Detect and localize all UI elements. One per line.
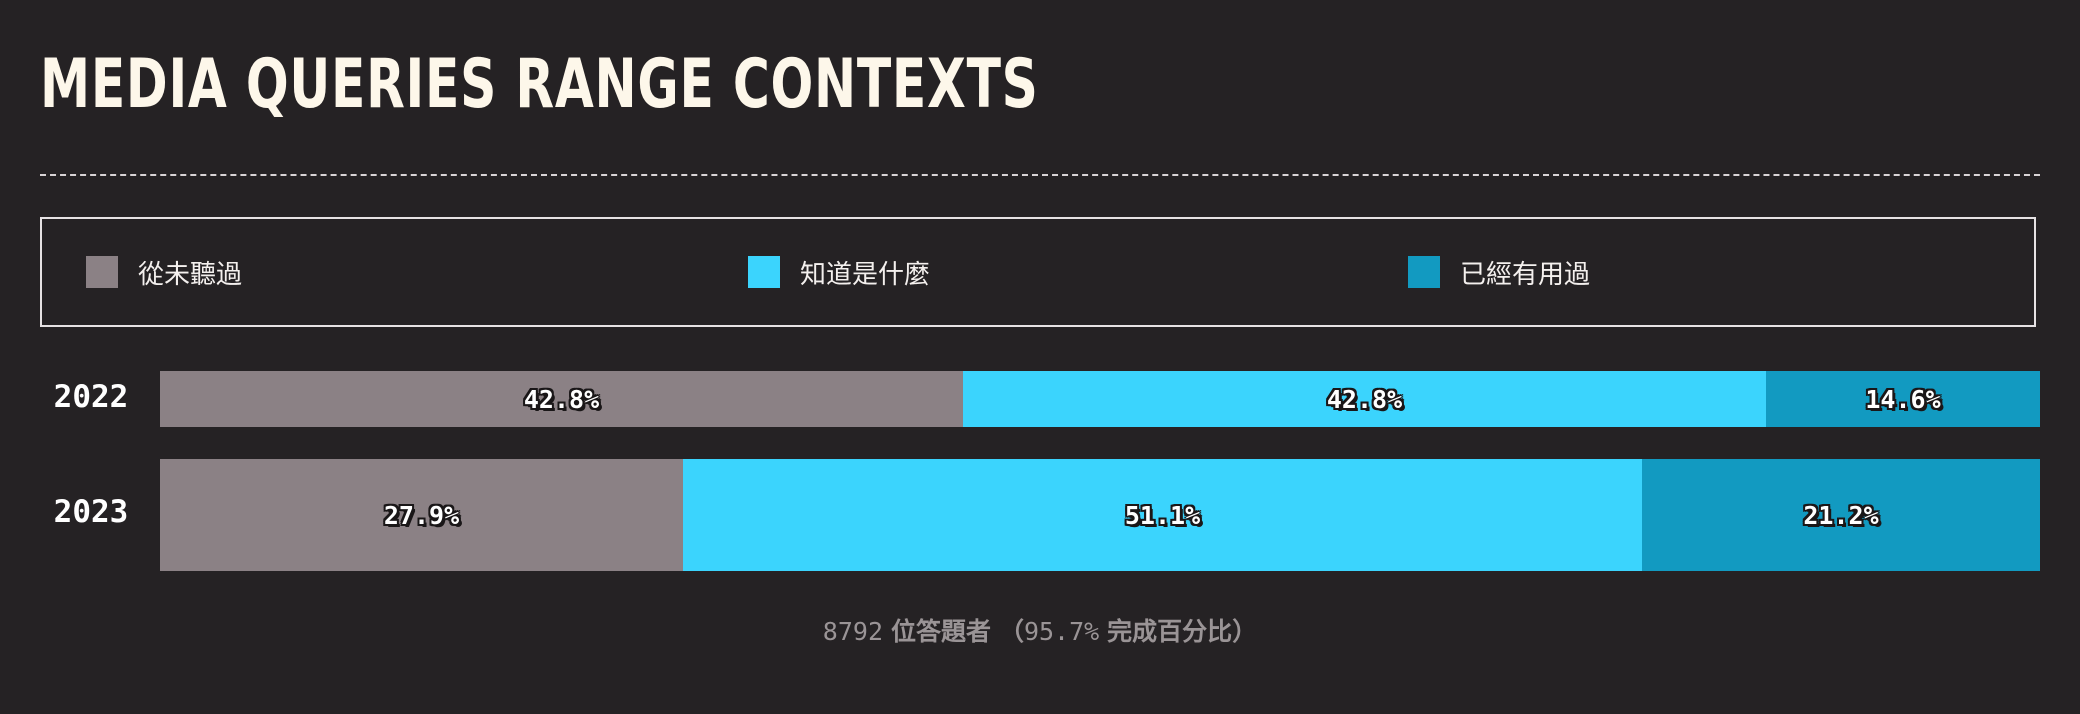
data-label-2022-know-what-it-is: 42.8% xyxy=(1326,384,1403,414)
legend-label-never-heard: 從未聽過 xyxy=(138,259,243,290)
respondents-count: 8792 xyxy=(822,617,884,646)
data-label-2022-have-used: 14.6% xyxy=(1865,384,1941,414)
legend-swatch-know-what-it-is xyxy=(748,256,780,288)
legend-swatch-have-used xyxy=(1408,256,1440,288)
legend-item-know-what-it-is[interactable]: 知道是什麼 xyxy=(748,219,930,325)
bar-row-2023: 27.9% 51.1% 21.2% xyxy=(160,459,2040,571)
respondents-footnote: 8792 位答題者 （95.7% 完成百分比） xyxy=(0,612,2080,648)
legend-label-have-used: 已經有用過 xyxy=(1460,259,1591,290)
legend-swatch-never-heard xyxy=(86,256,118,288)
completion-label: 完成百分比 xyxy=(1107,617,1233,646)
footnote-open-paren: （ xyxy=(998,617,1024,646)
title-divider xyxy=(40,174,2040,176)
row-label-2023: 2023 xyxy=(53,494,129,530)
bar-segment-2022-know-what-it-is[interactable]: 42.8% xyxy=(963,371,1766,427)
bar-segment-2022-have-used[interactable]: 14.6% xyxy=(1766,371,2040,427)
legend-item-never-heard[interactable]: 從未聽過 xyxy=(86,219,242,325)
legend-label-know-what-it-is: 知道是什麼 xyxy=(800,259,931,290)
footnote-close-paren: ） xyxy=(1232,617,1258,646)
bar-segment-2022-never-heard[interactable]: 42.8% xyxy=(160,371,963,427)
bar-segment-2023-never-heard[interactable]: 27.9% xyxy=(160,459,683,571)
row-label-2022: 2022 xyxy=(53,379,129,415)
bar-row-2022: 42.8% 42.8% 14.6% xyxy=(160,371,2040,427)
legend: 從未聽過 知道是什麼 已經有用過 xyxy=(40,217,2036,327)
bar-segment-2023-have-used[interactable]: 21.2% xyxy=(1642,459,2040,571)
respondents-label: 位答題者 xyxy=(890,617,991,646)
data-label-2023-know-what-it-is: 51.1% xyxy=(1124,500,1201,530)
bar-segment-2023-know-what-it-is[interactable]: 51.1% xyxy=(683,459,1642,571)
legend-item-have-used[interactable]: 已經有用過 xyxy=(1408,219,1590,325)
chart-title: MEDIA QUERIES RANGE CONTEXTS xyxy=(40,45,1039,124)
data-label-2022-never-heard: 42.8% xyxy=(523,384,600,414)
data-label-2023-never-heard: 27.9% xyxy=(383,500,460,530)
completion-percentage: 95.7% xyxy=(1023,617,1100,646)
data-label-2023-have-used: 21.2% xyxy=(1803,500,1879,530)
